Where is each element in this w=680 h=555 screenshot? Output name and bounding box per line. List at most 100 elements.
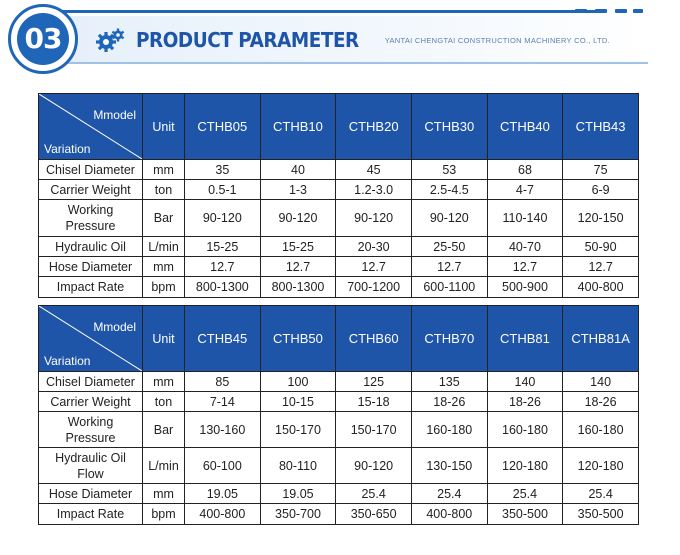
row-label: Hydraulic Oil: [38, 236, 143, 257]
header-band: [60, 16, 648, 62]
header-bottom-rule: [60, 62, 648, 64]
table-cell: 350-500: [486, 503, 564, 525]
row-label-line: Pressure: [65, 430, 116, 445]
model-header: CTHB43: [562, 93, 639, 160]
table-cell: 12.7: [410, 256, 488, 277]
table-cell: 45: [335, 159, 412, 180]
corner-variation-label: Variation: [44, 354, 91, 368]
table-row: Carrier Weight ton 7-14 10-15 15-18 18-2…: [38, 391, 639, 412]
table-cell: 110-140: [486, 199, 564, 237]
section-title: PRODUCT PARAMETER: [136, 28, 359, 52]
table-cell: 85: [184, 371, 261, 392]
table-cell: 120-180: [562, 447, 639, 484]
row-unit: ton: [142, 391, 185, 412]
row-label: Hydraulic Oil Flow: [38, 447, 143, 484]
model-header: CTHB30: [410, 93, 488, 160]
row-label: Impact Rate: [38, 503, 143, 525]
table-row: Working Pressure Bar 90-120 90-120 90-120…: [38, 199, 639, 237]
table-cell: 100: [259, 371, 337, 392]
row-label: Carrier Weight: [38, 179, 143, 200]
table-cell: 600-1100: [410, 276, 488, 298]
row-unit: ton: [142, 179, 185, 200]
row-unit: Bar: [142, 199, 185, 237]
corner-diagonal: [39, 306, 142, 371]
table-cell: 90-120: [335, 199, 412, 237]
row-unit: L/min: [142, 447, 185, 484]
row-label-line: Flow: [77, 466, 104, 481]
table-cell: 18-26: [562, 391, 639, 412]
row-label-line: Pressure: [65, 219, 116, 233]
table-cell: 90-120: [184, 199, 261, 237]
table-cell: 800-1300: [259, 276, 337, 298]
row-label: Carrier Weight: [38, 391, 143, 412]
corner-header-cell: Mmodel Variation: [38, 93, 143, 160]
table-cell: 10-15: [259, 391, 337, 412]
model-header: CTHB81A: [562, 305, 639, 372]
table-cell: 130-160: [184, 411, 261, 448]
model-header: CTHB50: [259, 305, 337, 372]
table-cell: 7-14: [184, 391, 261, 412]
model-header: CTHB05: [184, 93, 261, 160]
table-cell: 350-650: [335, 503, 412, 525]
model-header: CTHB81: [486, 305, 564, 372]
model-header: CTHB60: [335, 305, 412, 372]
table-cell: 1-3: [259, 179, 337, 200]
row-label-line: Hydraulic Oil: [55, 450, 126, 465]
table-cell: 25.4: [562, 483, 639, 504]
table-cell: 150-170: [335, 411, 412, 448]
table-cell: 350-700: [259, 503, 337, 525]
table-cell: 25.4: [410, 483, 488, 504]
table-cell: 18-26: [486, 391, 564, 412]
table-row: Chisel Diameter mm 85 100 125 135 140 14…: [38, 371, 639, 392]
row-unit: mm: [142, 159, 185, 180]
table-cell: 160-180: [562, 411, 639, 448]
table-cell: 150-170: [259, 411, 337, 448]
table-cell: 350-500: [562, 503, 639, 525]
table-cell: 90-120: [410, 199, 488, 237]
table-cell: 19.05: [184, 483, 261, 504]
model-header: CTHB70: [410, 305, 488, 372]
table-cell: 25.4: [335, 483, 412, 504]
table-cell: 75: [562, 159, 639, 180]
unit-header: Unit: [142, 305, 185, 372]
table-cell: 130-150: [410, 447, 488, 484]
company-name: YANTAI CHENGTAI CONSTRUCTION MACHINERY C…: [384, 36, 610, 45]
table-cell: 60-100: [184, 447, 261, 484]
table-cell: 40-70: [486, 236, 564, 257]
table-cell: 90-120: [335, 447, 412, 484]
table-cell: 4-7: [486, 179, 564, 200]
table-cell: 125: [335, 371, 412, 392]
gears-icon: [96, 28, 125, 52]
table-row: Hydraulic Oil Flow L/min 60-100 80-110 90…: [38, 447, 639, 484]
row-label-line: Working: [67, 203, 114, 217]
corner-variation-label: Variation: [44, 142, 91, 156]
table-cell: 12.7: [335, 256, 412, 277]
table-row: Hose Diameter mm 19.05 19.05 25.4 25.4 2…: [38, 483, 639, 504]
table-cell: 35: [184, 159, 261, 180]
table-row: Carrier Weight ton 0.5-1 1-3 1.2-3.0 2.5…: [38, 179, 639, 200]
row-unit: L/min: [142, 236, 185, 257]
table-cell: 12.7: [562, 256, 639, 277]
model-header: CTHB10: [259, 93, 337, 160]
model-header: CTHB45: [184, 305, 261, 372]
table-cell: 12.7: [184, 256, 261, 277]
table-row: Working Pressure Bar 130-160 150-170 150-…: [38, 411, 639, 448]
table-cell: 15-25: [259, 236, 337, 257]
table-cell: 140: [486, 371, 564, 392]
table-cell: 15-25: [184, 236, 261, 257]
table-cell: 19.05: [259, 483, 337, 504]
row-unit: mm: [142, 256, 185, 277]
table-header-row: Mmodel Variation Unit CTHB05 CTHB10 CTHB…: [38, 93, 639, 160]
row-label: Hose Diameter: [38, 256, 143, 277]
row-unit: Bar: [142, 411, 185, 448]
table-row: Hydraulic Oil L/min 15-25 15-25 20-30 25…: [38, 236, 639, 257]
row-unit: mm: [142, 483, 185, 504]
table-row: Impact Rate bpm 400-800 350-700 350-650 …: [38, 503, 639, 525]
row-unit: mm: [142, 371, 185, 392]
table-row: Chisel Diameter mm 35 40 45 53 68 75: [38, 159, 639, 180]
table-cell: 120-150: [562, 199, 639, 237]
table-cell: 53: [410, 159, 488, 180]
parameter-table-1: Mmodel Variation Unit CTHB05 CTHB10 CTHB…: [38, 93, 639, 298]
table-cell: 500-900: [486, 276, 564, 298]
corner-header-cell: Mmodel Variation: [38, 305, 143, 372]
